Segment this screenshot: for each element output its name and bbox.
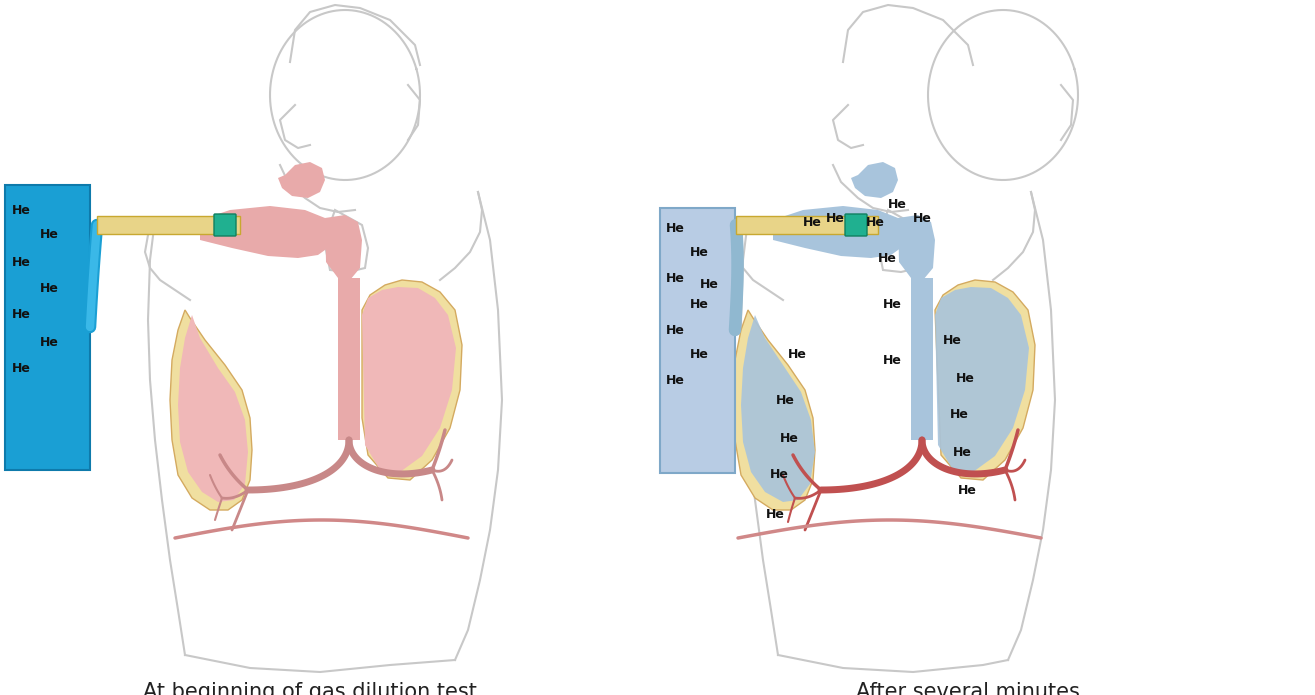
Polygon shape bbox=[97, 216, 241, 234]
Text: He: He bbox=[12, 309, 30, 322]
Text: He: He bbox=[12, 361, 30, 375]
Text: He: He bbox=[665, 323, 685, 336]
Polygon shape bbox=[911, 278, 934, 440]
Text: He: He bbox=[949, 409, 969, 421]
Text: He: He bbox=[803, 215, 822, 229]
Polygon shape bbox=[178, 315, 249, 502]
Polygon shape bbox=[362, 287, 456, 472]
FancyBboxPatch shape bbox=[660, 208, 735, 473]
Polygon shape bbox=[362, 280, 462, 480]
Text: He: He bbox=[882, 298, 902, 311]
Polygon shape bbox=[851, 162, 898, 198]
Text: He: He bbox=[780, 432, 800, 445]
Polygon shape bbox=[935, 287, 1030, 472]
Polygon shape bbox=[277, 162, 325, 198]
Text: He: He bbox=[690, 348, 709, 361]
Text: He: He bbox=[956, 372, 974, 384]
Text: He: He bbox=[953, 445, 972, 459]
Text: He: He bbox=[12, 204, 30, 217]
Text: He: He bbox=[776, 393, 794, 407]
Polygon shape bbox=[200, 206, 335, 258]
Polygon shape bbox=[325, 215, 362, 280]
Text: He: He bbox=[788, 348, 807, 361]
Text: After several minutes: After several minutes bbox=[856, 682, 1080, 695]
FancyBboxPatch shape bbox=[5, 185, 89, 470]
Text: He: He bbox=[700, 279, 719, 291]
Text: At beginning of gas dilution test: At beginning of gas dilution test bbox=[143, 682, 477, 695]
Text: He: He bbox=[878, 252, 897, 265]
Text: He: He bbox=[959, 484, 977, 496]
Text: He: He bbox=[12, 256, 30, 268]
Text: He: He bbox=[826, 211, 844, 224]
FancyBboxPatch shape bbox=[846, 214, 867, 236]
Text: He: He bbox=[665, 373, 685, 386]
Text: He: He bbox=[771, 468, 789, 482]
Polygon shape bbox=[732, 310, 815, 510]
Polygon shape bbox=[935, 280, 1035, 480]
Polygon shape bbox=[773, 206, 907, 258]
Text: He: He bbox=[767, 509, 785, 521]
Polygon shape bbox=[898, 215, 935, 280]
Text: He: He bbox=[690, 245, 709, 259]
Text: He: He bbox=[913, 211, 932, 224]
Polygon shape bbox=[736, 216, 878, 234]
Text: He: He bbox=[867, 215, 885, 229]
Text: He: He bbox=[888, 199, 907, 211]
Text: He: He bbox=[882, 354, 902, 366]
Text: He: He bbox=[39, 336, 59, 348]
Polygon shape bbox=[740, 315, 815, 502]
FancyBboxPatch shape bbox=[214, 214, 235, 236]
Text: He: He bbox=[665, 222, 685, 234]
Text: He: He bbox=[39, 229, 59, 241]
Text: He: He bbox=[690, 298, 709, 311]
Polygon shape bbox=[338, 278, 360, 440]
Text: He: He bbox=[943, 334, 961, 347]
Text: He: He bbox=[665, 272, 685, 284]
Text: He: He bbox=[39, 281, 59, 295]
Polygon shape bbox=[170, 310, 252, 510]
